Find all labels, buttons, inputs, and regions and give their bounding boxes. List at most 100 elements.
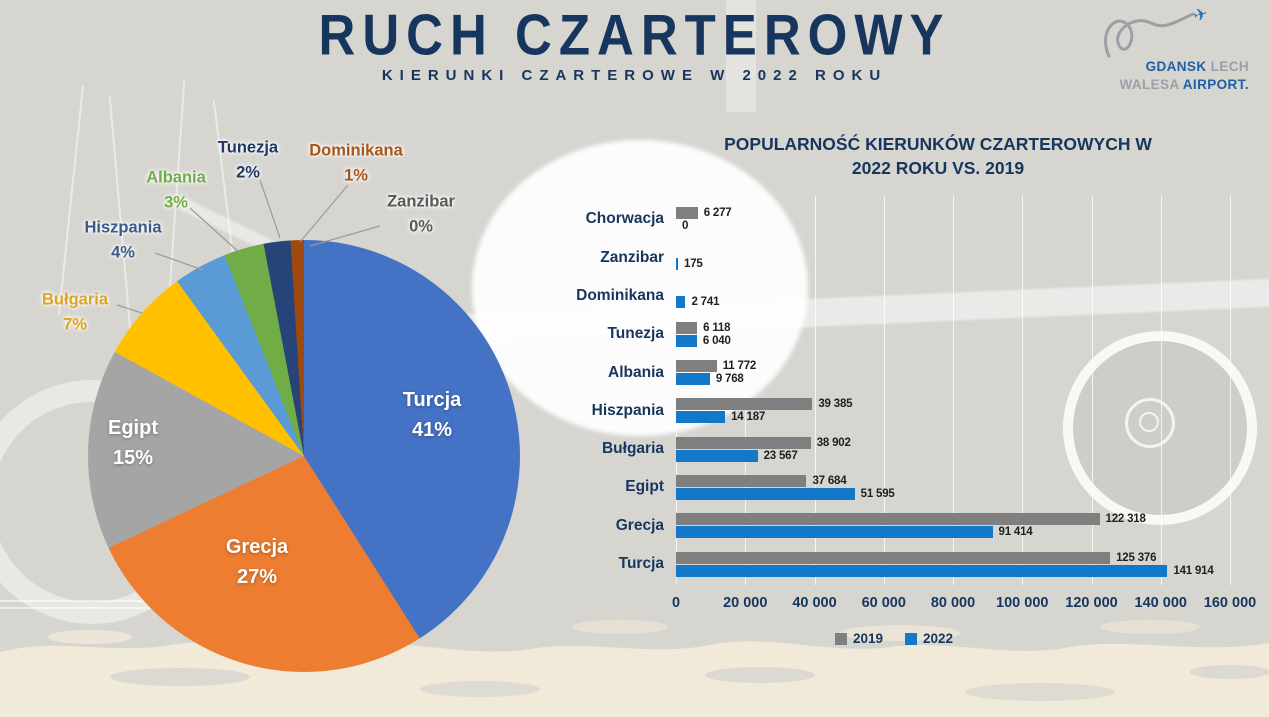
bar-row-egipt: Egipt 37 684 51 595: [558, 468, 1230, 506]
pie-circle: [88, 240, 520, 672]
category-label: Chorwacja: [585, 210, 664, 228]
logo-line-1: GDANSK LECH: [1145, 59, 1249, 74]
background-engine-spiral: [1125, 398, 1175, 448]
legend-item-2022: 2022: [905, 631, 953, 646]
gridline: [1091, 196, 1093, 586]
value-label: 125 376: [1116, 551, 1157, 564]
gridline: [1230, 196, 1231, 586]
legend: 2019 2022: [558, 631, 1230, 646]
background-light-strip: [726, 0, 756, 112]
bar-chart: POPULARNOŚĆ KIERUNKÓW CZARTEROWYCH W 202…: [558, 133, 1256, 646]
category-label: Bułgaria: [601, 440, 664, 458]
category-label: Grecja: [615, 516, 664, 534]
pie-chart: Turcja 41% Grecja 27% Egipt 15% Bułgaria 7% …: [42, 120, 530, 680]
gridline: [883, 196, 885, 586]
bar-chart-title: POPULARNOŚĆ KIERUNKÓW CZARTEROWYCH W 202…: [724, 134, 1152, 178]
pie-label-grecja: Grecja 27%: [225, 536, 289, 588]
bar-row-turcja: Turcja 125 376 141 914: [558, 545, 1230, 583]
bar-row-chorwacja: Chorwacja 6 277 0: [558, 200, 1230, 238]
value-label: 6 277: [703, 206, 732, 219]
bar-2022: [676, 334, 697, 347]
pie-label-hiszpania: Hiszpania 4%: [84, 218, 162, 261]
pie-label-egipt: Egipt 15%: [108, 417, 158, 469]
value-label: 175: [684, 258, 703, 271]
bar-2019: [676, 398, 813, 411]
bar-rows: Chorwacja 6 277 0 Zanzibar 175 Dominikana 2 74…: [558, 200, 1230, 583]
legend-swatch-2019: [834, 632, 847, 645]
bar-2022: [676, 258, 678, 271]
bar-row-dominikana: Dominikana 2 741: [558, 277, 1230, 315]
gridline: [953, 196, 954, 586]
value-label: 122 318: [1105, 513, 1146, 526]
gridline: [745, 196, 747, 586]
value-label: 14 187: [731, 411, 766, 424]
x-tick: 120 000: [1065, 595, 1118, 612]
bar-2022: [676, 526, 993, 539]
gridline: [1160, 196, 1162, 586]
background-airplane-nose: [472, 140, 808, 436]
gridline: [814, 196, 816, 586]
x-tick: 160 000: [1203, 595, 1257, 612]
bar-row-tunezja: Tunezja 6 118 6 040: [558, 315, 1230, 353]
bar-2022: [676, 296, 686, 309]
bar-row-albania: Albania 11 772 9 768: [558, 353, 1230, 391]
gridlines: [676, 196, 1231, 586]
value-label: 51 595: [860, 487, 895, 500]
pie-label-albania: Albania 3%: [146, 168, 206, 211]
bar-chart-plot: Chorwacja 6 277 0 Zanzibar 175 Dominikana 2 74…: [558, 196, 1231, 586]
background-engine-spiral: [1139, 412, 1159, 432]
value-label: 0: [682, 219, 689, 232]
bar-2022: [676, 564, 1168, 577]
gridline: [1022, 196, 1024, 586]
bar-2022: [676, 373, 710, 386]
x-tick: 60 000: [861, 595, 906, 612]
pie-label-dominikana: Dominikana 1%: [309, 141, 403, 184]
page-subtitle: KIERUNKI CZARTEROWE W 2022 ROKU: [381, 67, 888, 84]
value-label: 141 914: [1173, 564, 1214, 577]
bar-2019: [676, 436, 811, 449]
logo-line-2: WALESA AIRPORT.: [1119, 76, 1249, 92]
bar-2019: [676, 206, 698, 219]
bar-2022: [676, 411, 726, 424]
value-label: 38 902: [816, 436, 851, 449]
value-label: 9 768: [715, 373, 744, 386]
pie-label-zanzibar: Zanzibar 0%: [387, 192, 455, 235]
category-label: Albania: [608, 363, 664, 381]
gridline: [676, 196, 677, 586]
legend-item-2019: 2019: [834, 631, 883, 646]
category-label: Turcja: [618, 555, 664, 573]
bar-row-zanzibar: Zanzibar 175: [558, 239, 1230, 277]
x-axis: 0 20 000 40 000 60 000 80 000 100 000 120 000 1…: [672, 595, 1256, 617]
page-title: RUCH CZARTEROWY: [318, 3, 951, 67]
bar-2022: [676, 449, 758, 462]
x-tick: 140 000: [1134, 595, 1187, 612]
x-tick: 20 000: [723, 595, 768, 612]
value-label: 39 385: [818, 398, 853, 411]
x-tick: 100 000: [996, 595, 1049, 612]
category-label: Zanzibar: [600, 248, 664, 266]
category-label: Dominikana: [576, 286, 664, 304]
bar-row-grecja: Grecja 122 318 91 414: [558, 507, 1230, 545]
airport-logo: ✈ GDANSK LECH WALESA AIRPORT.: [1064, 8, 1249, 93]
value-label: 11 772: [722, 360, 757, 373]
category-label: Egipt: [625, 478, 664, 496]
pie-label-turcja: Turcja 41%: [402, 389, 462, 441]
bar-2019: [676, 360, 717, 373]
x-tick: 40 000: [792, 595, 837, 612]
pie-leader-lines: [116, 179, 381, 314]
pie-label-tunezja: Tunezja 2%: [217, 138, 279, 181]
bar-2019: [676, 513, 1100, 526]
bar-2019: [676, 321, 698, 334]
bar-2022: [676, 487, 855, 500]
legend-swatch-2022: [905, 632, 917, 645]
pie-label-bulgaria: Bułgaria 7%: [41, 290, 109, 333]
value-label: 23 567: [763, 449, 798, 462]
value-label: 91 414: [998, 526, 1033, 539]
bar-row-bułgaria: Bułgaria 38 902 23 567: [558, 430, 1230, 468]
bar-2019: [676, 474, 807, 487]
value-label: 6 040: [702, 334, 731, 347]
x-tick: 80 000: [930, 595, 976, 612]
logo-swoosh: ✈: [1104, 8, 1210, 58]
value-label: 37 684: [812, 474, 847, 487]
